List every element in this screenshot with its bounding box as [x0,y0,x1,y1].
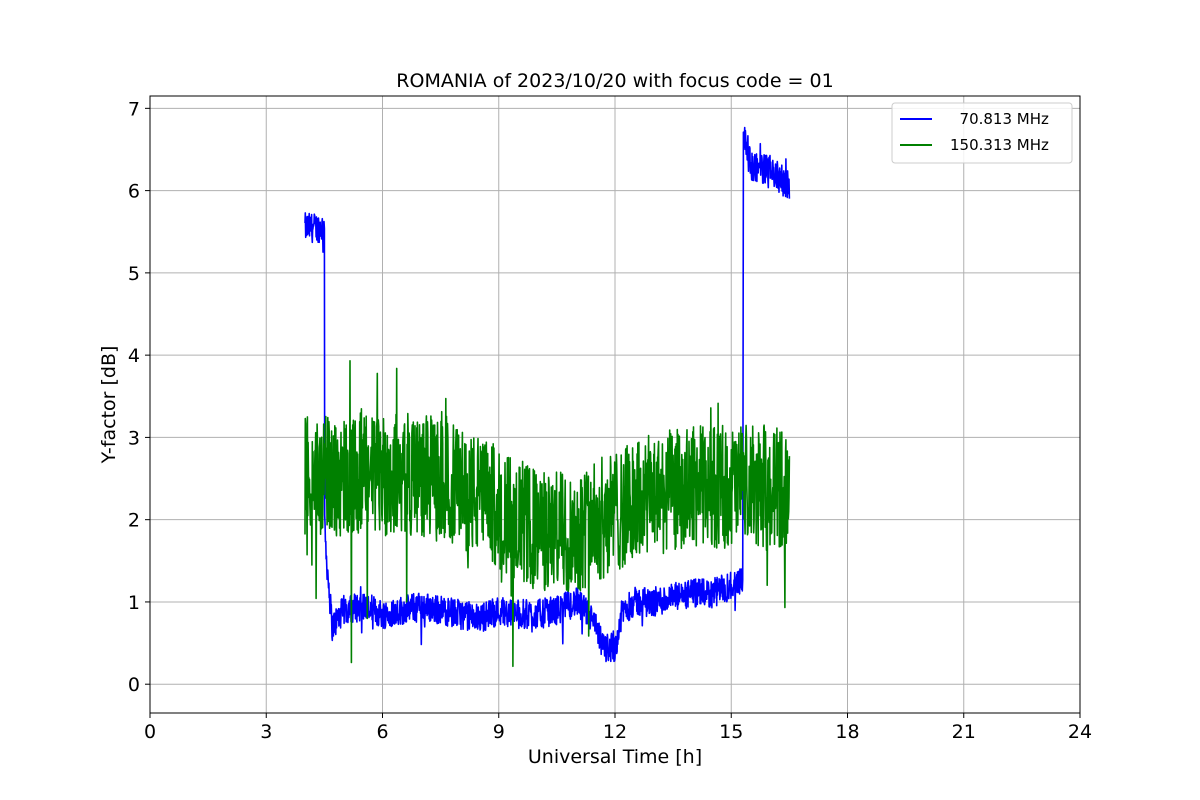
x-tick-label: 24 [1068,721,1092,743]
y-tick-label: 1 [128,592,140,614]
series-layer [304,126,791,668]
x-tick-label: 21 [952,721,976,743]
y-tick-label: 5 [128,263,140,285]
series-line-2 [304,359,791,668]
y-axis-label: Y-factor [dB] [98,346,120,465]
legend-box [891,102,1073,164]
x-axis-label: Universal Time [h] [528,746,702,768]
y-tick-label: 3 [128,427,140,449]
x-tick-label: 15 [719,721,743,743]
x-tick-label: 3 [260,721,272,743]
x-tick-label: 9 [493,721,505,743]
series-line-1 [304,126,791,663]
x-tick-label: 0 [144,721,156,743]
legend-label: 70.813 MHz [950,110,1049,128]
x-tick-label: 18 [835,721,859,743]
y-tick-label: 4 [128,345,140,367]
x-tick-label: 12 [603,721,627,743]
y-tick-label: 2 [128,510,140,532]
y-tick-label: 7 [128,98,140,120]
legend-label: 150.313 MHz [950,136,1049,154]
y-tick-label: 6 [128,181,140,203]
legend: 70.813 MHz 150.313 MHz [891,102,1073,164]
y-tick-label: 0 [128,674,140,696]
chart-title: ROMANIA of 2023/10/20 with focus code = … [396,70,833,92]
x-tick-label: 6 [376,721,388,743]
